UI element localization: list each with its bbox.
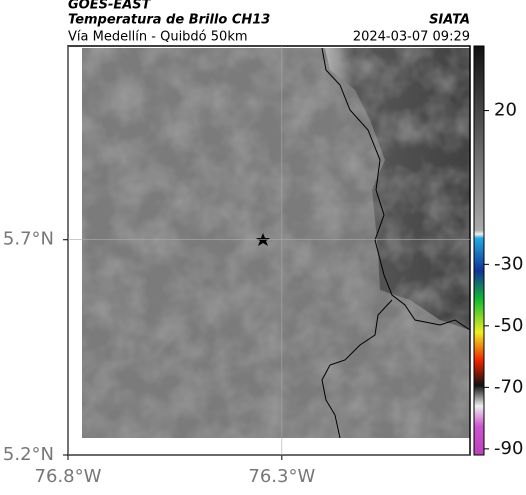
colorbar-tick-label: -50 bbox=[494, 315, 523, 336]
border bbox=[321, 47, 471, 331]
border bbox=[321, 299, 393, 439]
colorbar-tick-label: -30 bbox=[494, 253, 523, 274]
subtitle: Vía Medellín - Quibdó 50km bbox=[68, 30, 248, 45]
y-tick-label: 5.2°N bbox=[3, 444, 54, 465]
header: GOES-EAST Temperatura de Brillo CH13 SIA… bbox=[68, 0, 470, 45]
x-tick-label: 76.3°W bbox=[248, 466, 315, 487]
colorbar-tick-label: 20 bbox=[494, 100, 517, 121]
x-tick-label: 76.8°W bbox=[35, 466, 102, 487]
source: GOES-EAST bbox=[68, 0, 152, 13]
agency: SIATA bbox=[429, 13, 470, 28]
colorbar-tick-label: -90 bbox=[494, 438, 523, 459]
title: Temperatura de Brillo CH13 bbox=[68, 13, 270, 28]
texture bbox=[82, 48, 470, 438]
colorbar-tick-label: -70 bbox=[494, 376, 523, 397]
y-tick-label: 5.7°N bbox=[3, 229, 54, 250]
timestamp: 2024-03-07 09:29 bbox=[353, 30, 470, 45]
colorbar bbox=[473, 45, 485, 456]
colorbar-scale bbox=[473, 45, 485, 456]
map bbox=[67, 45, 471, 456]
